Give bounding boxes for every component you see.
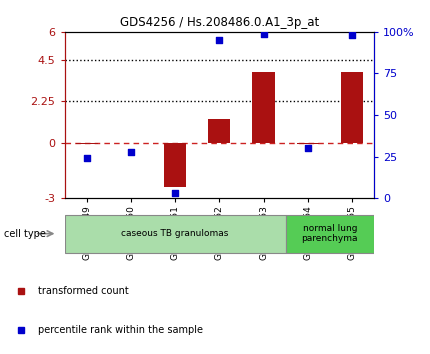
Bar (341, 72, 363, 143)
Text: caseous TB granulomas: caseous TB granulomas (121, 229, 229, 238)
Bar (208, 119, 230, 143)
Point (304, 145, 311, 151)
Bar (297, 143, 319, 144)
Bar (252, 72, 275, 143)
Point (127, 149, 134, 154)
Bar (76, 143, 98, 144)
Bar (64, 215, 286, 253)
Bar (286, 215, 374, 253)
Point (83, 155, 90, 161)
Bar (164, 143, 186, 187)
Point (172, 190, 178, 196)
Title: GDS4256 / Hs.208486.0.A1_3p_at: GDS4256 / Hs.208486.0.A1_3p_at (120, 16, 319, 29)
Text: normal lung
parenchyma: normal lung parenchyma (301, 224, 358, 243)
Point (216, 37, 223, 43)
Point (349, 32, 356, 38)
Text: transformed count: transformed count (38, 286, 129, 296)
Text: percentile rank within the sample: percentile rank within the sample (38, 325, 203, 335)
Point (260, 31, 267, 36)
Text: cell type: cell type (4, 229, 46, 239)
